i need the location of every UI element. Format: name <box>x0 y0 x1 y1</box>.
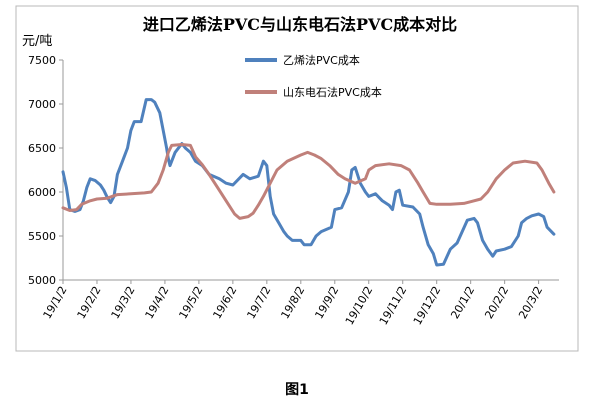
series-line-carbide <box>61 143 556 220</box>
chart-title: 进口乙烯法PVC与山东电石法PVC成本对比 <box>143 15 457 34</box>
y-tick-label: 5500 <box>28 230 56 243</box>
series-layer <box>61 98 556 267</box>
figure-caption: 图1 <box>285 382 309 398</box>
legend: 乙烯法PVC成本 山东电石法PVC成本 <box>245 53 382 99</box>
y-axis: 5000 5500 6000 6500 7000 7500 <box>28 54 63 287</box>
y-tick-label: 7000 <box>28 98 56 111</box>
y-tick-label: 6000 <box>28 186 56 199</box>
legend-label-ethylene: 乙烯法PVC成本 <box>283 53 360 67</box>
y-axis-unit: 元/吨 <box>22 34 52 49</box>
y-tick-label: 6500 <box>28 142 56 155</box>
chart-background <box>15 5 579 352</box>
legend-label-carbide: 山东电石法PVC成本 <box>283 85 382 99</box>
series-line-ethylene <box>61 98 556 267</box>
y-tick-label: 7500 <box>28 54 56 67</box>
y-tick-label: 5000 <box>28 274 56 287</box>
